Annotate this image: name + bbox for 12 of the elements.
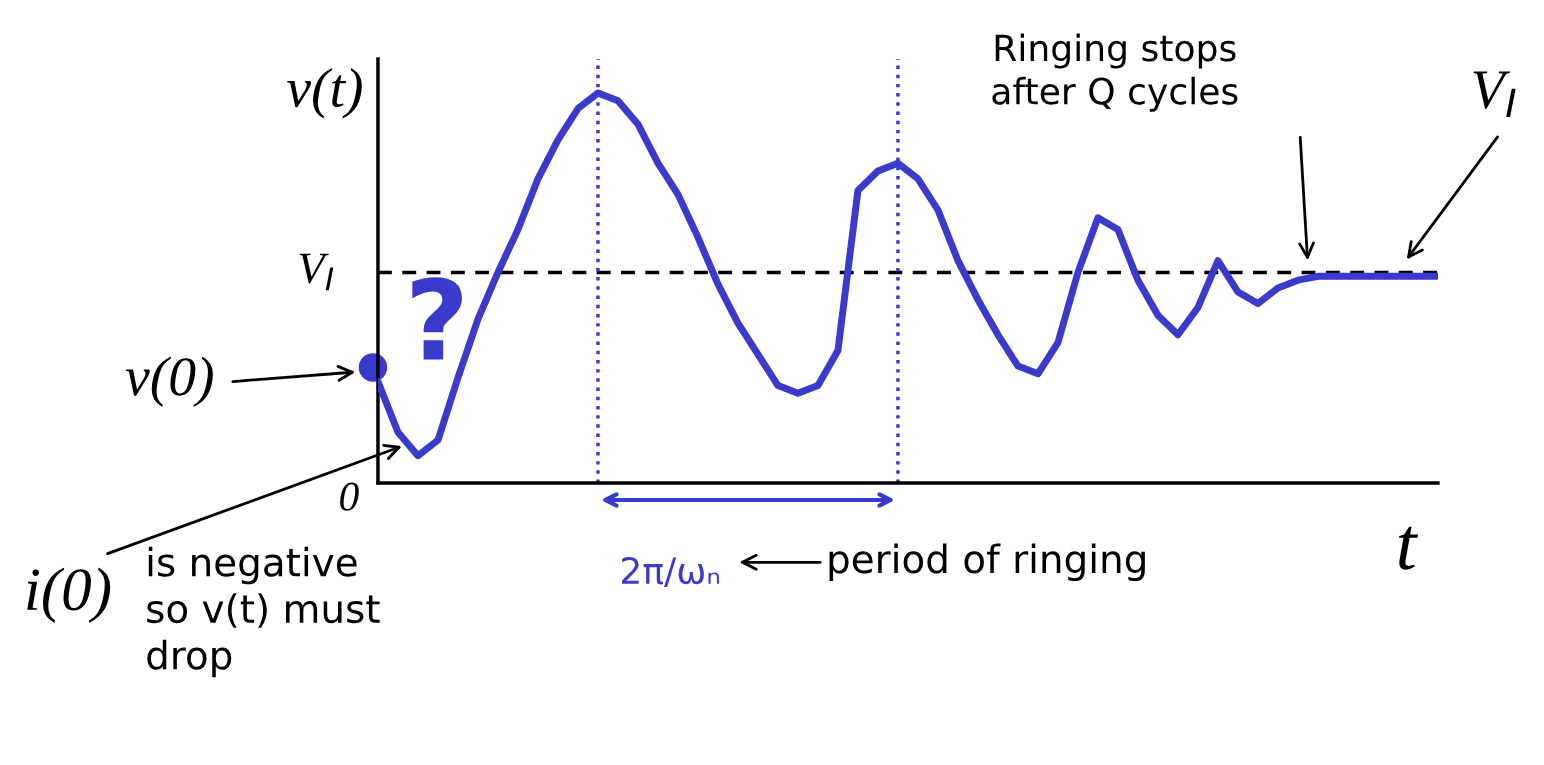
annotation: ? — [412, 277, 462, 360]
annotation: Ringing stops after Q cycles — [992, 33, 1238, 112]
text: is negative so v(t) must drop — [147, 546, 380, 678]
ref-line-label: V$_{I}$ — [299, 253, 334, 291]
text: 2π/ωₙ — [621, 556, 719, 588]
x-axis-title: t — [1399, 526, 1419, 570]
y-axis-title: v(t) — [287, 68, 362, 119]
text: v(0) — [125, 356, 213, 407]
text: 0 — [340, 482, 359, 511]
text: period of ringing — [829, 543, 1145, 582]
text: V$_{I}$ — [1473, 71, 1516, 118]
text: i(0) — [27, 567, 111, 623]
